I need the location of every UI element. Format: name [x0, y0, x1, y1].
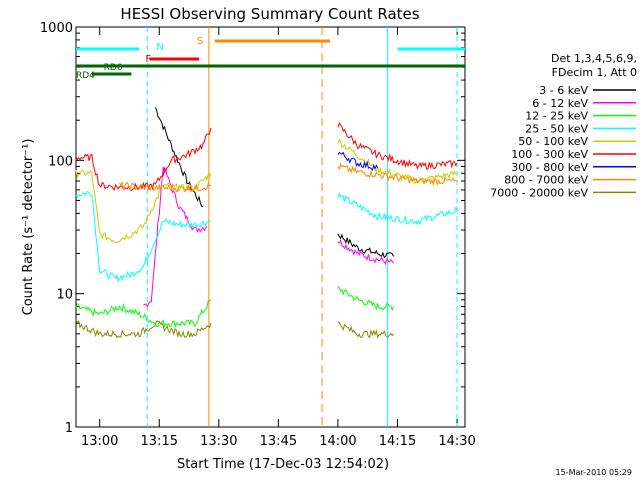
x-tick-label: 13:45	[260, 434, 297, 449]
legend-label: 6 - 12 keV	[532, 97, 588, 110]
annotation-s: S	[197, 36, 203, 47]
legend-label: 7000 - 20000 keV	[490, 186, 588, 199]
series-line	[75, 169, 212, 243]
series-line	[337, 162, 458, 187]
series-line	[75, 127, 212, 192]
series-line	[75, 320, 212, 339]
plot-frame	[75, 26, 466, 428]
axis-ticks: 13:00 13:15 13:30 13:45 14:00 14:15 14:30 1 10 10…	[40, 21, 476, 449]
series-line	[337, 122, 458, 170]
x-tick-label: 13:15	[141, 434, 178, 449]
annotation-rd4: RD4	[76, 71, 95, 81]
legend-header-line-2: FDecim 1, Att 0	[552, 66, 637, 79]
footer-timestamp: 15-Mar-2010 05:29	[556, 468, 633, 477]
legend-label: 3 - 6 keV	[539, 84, 588, 97]
y-tick-label: 1000	[40, 21, 73, 36]
series-line	[337, 151, 379, 172]
series-line	[75, 190, 211, 283]
series-line	[154, 107, 204, 208]
legend-label: 100 - 300 keV	[511, 148, 588, 161]
annotation-f: F	[145, 54, 151, 65]
x-tick-label: 13:30	[200, 434, 237, 449]
series-line	[119, 180, 211, 193]
series-line	[337, 321, 394, 339]
annotation-n: N	[156, 42, 163, 53]
series-line	[337, 138, 458, 185]
legend-label: 12 - 25 keV	[525, 110, 588, 123]
series-line	[337, 233, 394, 259]
legend-label: 800 - 7000 keV	[504, 174, 588, 187]
x-axis-label: Start Time (17-Dec-03 12:54:02)	[177, 457, 389, 472]
series-line	[75, 299, 212, 329]
y-tick-label: 100	[48, 154, 73, 169]
legend-label: 300 - 800 keV	[511, 161, 588, 174]
x-tick-label: 14:30	[438, 434, 475, 449]
y-axis-label: Count Rate (s⁻¹ detector⁻¹)	[21, 139, 36, 316]
series-line	[337, 285, 394, 312]
annotations: NF S RD0 RD4	[76, 27, 465, 427]
y-tick-label: 10	[56, 288, 73, 303]
x-tick-label: 14:00	[319, 434, 356, 449]
x-tick-label: 14:15	[379, 434, 416, 449]
legend-label: 50 - 100 keV	[518, 135, 588, 148]
x-tick-label: 13:00	[81, 434, 118, 449]
annotation-rd0: RD0	[104, 63, 123, 73]
legend-header-line-1: Det 1,3,4,5,6,9,	[551, 52, 637, 65]
y-tick-label: 1	[65, 421, 73, 436]
legend-label: 25 - 50 keV	[525, 122, 588, 135]
series-line	[337, 238, 394, 266]
series-lines	[75, 107, 458, 339]
series-line	[337, 192, 458, 226]
chart-title: HESSI Observing Summary Count Rates	[120, 5, 419, 23]
